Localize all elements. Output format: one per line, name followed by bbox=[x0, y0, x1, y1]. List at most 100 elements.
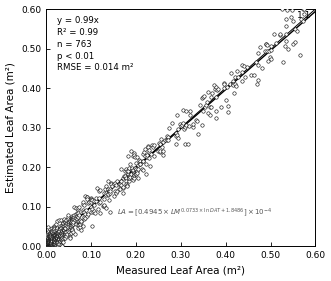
Point bbox=[143, 162, 149, 166]
Point bbox=[46, 244, 51, 248]
Point bbox=[58, 230, 64, 235]
Point bbox=[113, 182, 118, 187]
Point bbox=[47, 241, 52, 245]
Point bbox=[80, 201, 86, 206]
Point bbox=[284, 8, 290, 13]
Point bbox=[105, 193, 111, 197]
Point bbox=[51, 242, 56, 246]
Point bbox=[70, 221, 75, 225]
Point bbox=[47, 237, 53, 241]
Point bbox=[57, 233, 62, 238]
Point bbox=[45, 240, 51, 245]
Point bbox=[47, 242, 53, 246]
Point bbox=[83, 194, 88, 199]
Point bbox=[59, 223, 65, 227]
Point bbox=[53, 241, 58, 245]
Point bbox=[194, 119, 199, 124]
Point bbox=[290, 8, 295, 12]
Point bbox=[152, 153, 157, 158]
Point bbox=[44, 244, 50, 248]
Point bbox=[52, 241, 57, 245]
Point bbox=[136, 166, 141, 171]
Point bbox=[202, 105, 208, 110]
Point bbox=[53, 244, 58, 248]
Point bbox=[75, 223, 80, 227]
Point bbox=[69, 231, 74, 235]
Point bbox=[129, 167, 135, 172]
Point bbox=[91, 208, 96, 213]
Point bbox=[212, 83, 217, 87]
Point bbox=[92, 211, 98, 216]
Point bbox=[52, 236, 57, 241]
Point bbox=[95, 207, 101, 211]
Point bbox=[44, 244, 49, 248]
Point bbox=[55, 233, 60, 237]
Point bbox=[62, 231, 67, 235]
Point bbox=[44, 240, 50, 244]
Point bbox=[65, 217, 70, 222]
Point bbox=[206, 90, 211, 95]
Point bbox=[54, 237, 59, 242]
Point bbox=[48, 244, 53, 248]
Point bbox=[196, 132, 201, 136]
Point bbox=[45, 241, 50, 245]
Point bbox=[66, 230, 71, 234]
Point bbox=[47, 244, 52, 248]
Point bbox=[278, 32, 283, 36]
Point bbox=[105, 191, 111, 196]
Point bbox=[68, 221, 73, 225]
Point bbox=[45, 242, 51, 247]
Point bbox=[55, 238, 60, 242]
Point bbox=[52, 227, 57, 231]
Point bbox=[127, 166, 132, 171]
Point bbox=[45, 244, 50, 248]
Point bbox=[45, 240, 50, 244]
Point bbox=[239, 70, 244, 74]
Point bbox=[45, 235, 50, 240]
Point bbox=[133, 171, 138, 175]
Point bbox=[166, 138, 171, 142]
Point bbox=[69, 216, 74, 221]
Point bbox=[47, 234, 52, 238]
Point bbox=[51, 233, 56, 237]
Point bbox=[44, 244, 50, 248]
Point bbox=[47, 240, 52, 244]
Point bbox=[49, 228, 54, 232]
Point bbox=[46, 238, 51, 243]
Point bbox=[45, 240, 50, 244]
Point bbox=[228, 82, 233, 86]
Point bbox=[75, 226, 80, 230]
Point bbox=[45, 244, 50, 248]
Point bbox=[111, 182, 117, 186]
Point bbox=[88, 205, 94, 209]
Point bbox=[264, 49, 269, 54]
Point bbox=[48, 239, 53, 243]
Point bbox=[47, 244, 52, 248]
Point bbox=[48, 231, 53, 236]
Point bbox=[55, 244, 60, 248]
Point bbox=[56, 237, 61, 242]
Point bbox=[45, 236, 51, 241]
Point bbox=[181, 121, 186, 125]
Point bbox=[56, 241, 61, 246]
Point bbox=[135, 163, 141, 167]
Point bbox=[123, 179, 128, 184]
Point bbox=[213, 85, 219, 89]
Point bbox=[54, 241, 60, 245]
Point bbox=[44, 244, 50, 248]
Point bbox=[221, 86, 226, 91]
Point bbox=[298, 17, 303, 21]
Point bbox=[43, 244, 49, 248]
Point bbox=[242, 64, 247, 68]
Point bbox=[164, 136, 169, 141]
Point bbox=[54, 232, 59, 237]
Point bbox=[52, 239, 57, 243]
Point bbox=[44, 244, 49, 248]
Point bbox=[74, 219, 80, 223]
Point bbox=[64, 229, 69, 234]
Point bbox=[71, 212, 76, 217]
Point bbox=[222, 81, 227, 86]
Point bbox=[59, 217, 64, 222]
Point bbox=[108, 210, 113, 214]
Point bbox=[67, 225, 72, 229]
